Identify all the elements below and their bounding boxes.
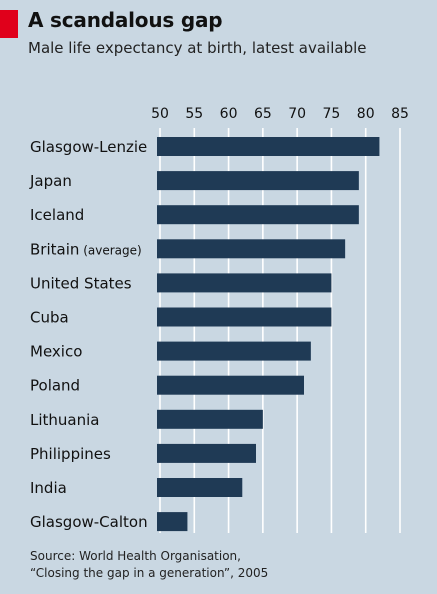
bar-cuba: [157, 307, 332, 327]
tick-label-80: 80: [357, 106, 375, 122]
chart-title: A scandalous gap: [28, 8, 223, 32]
bar-japan: [157, 171, 359, 191]
tick-label-55: 55: [185, 106, 203, 122]
chart-subtitle: Male life expectancy at birth, latest av…: [28, 39, 367, 57]
tick-label-50: 50: [151, 106, 169, 122]
tick-label-65: 65: [254, 106, 272, 122]
x-axis-ticks: 50 55 60 65 70 75 80 85: [151, 106, 409, 122]
category-label-philippines: Philippines: [30, 445, 111, 463]
category-label-iceland: Iceland: [30, 206, 84, 224]
category-label-glasgow-lenzie: Glasgow-Lenzie: [30, 138, 147, 156]
category-label-india: India: [30, 479, 67, 497]
category-label-poland: Poland: [30, 377, 80, 395]
bar-united-states: [157, 273, 332, 293]
bar-poland: [157, 375, 304, 395]
bar-glasgow-lenzie: [157, 137, 380, 156]
bar-glasgow-calton: [157, 512, 188, 532]
category-label-britain: Britain (average): [30, 240, 142, 258]
bar-lithuania: [157, 409, 263, 429]
tick-label-70: 70: [288, 106, 306, 122]
category-label-lithuania: Lithuania: [30, 411, 99, 429]
source-line-2: “Closing the gap in a generation”, 2005: [30, 566, 269, 580]
source-line-1: Source: World Health Organisation,: [30, 549, 241, 563]
tick-label-60: 60: [220, 106, 238, 122]
category-label-united-states: United States: [30, 274, 132, 292]
category-label-japan: Japan: [29, 172, 72, 190]
bar-mexico: [157, 341, 311, 361]
bar-philippines: [157, 443, 256, 463]
tick-label-75: 75: [323, 106, 341, 122]
category-labels: Glasgow-Lenzie Japan Iceland Britain (avera…: [29, 138, 148, 531]
bars: [157, 137, 380, 532]
source-note: Source: World Health Organisation, “Clos…: [30, 548, 268, 582]
category-label-mexico: Mexico: [30, 343, 82, 361]
bar-india: [157, 478, 243, 497]
title-accent-mark: [0, 10, 18, 38]
bar-iceland: [157, 205, 359, 225]
category-label-glasgow-calton: Glasgow-Calton: [30, 513, 148, 531]
tick-label-85: 85: [391, 106, 409, 122]
bar-britain: [157, 239, 346, 259]
category-label-cuba: Cuba: [30, 309, 69, 327]
gridlines: [159, 128, 401, 533]
